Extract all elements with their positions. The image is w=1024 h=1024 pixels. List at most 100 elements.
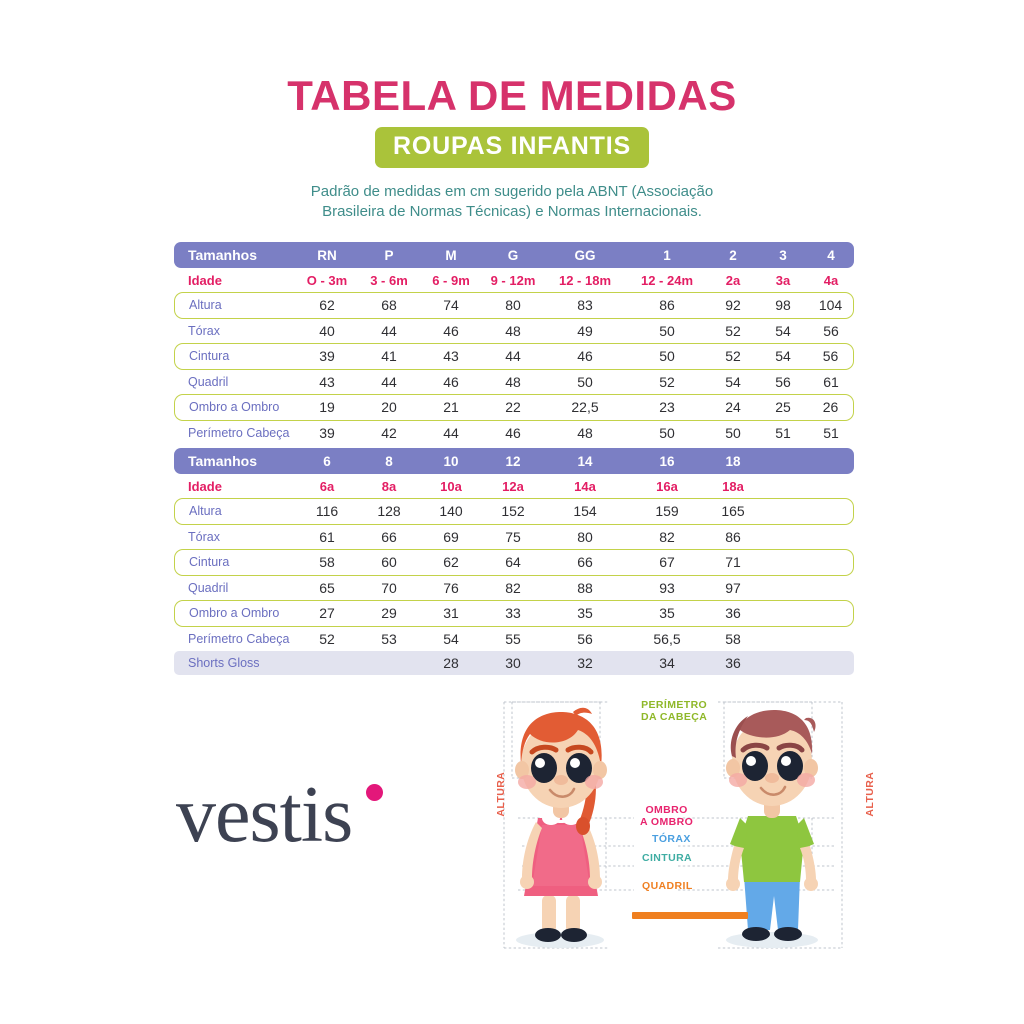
cell: 22,5 [544, 394, 626, 421]
size-table-kids: Tamanhos 6 8 10 12 14 16 18 Idade 6a 8a … [174, 448, 854, 675]
table-row: Perímetro Cabeça 52 53 54 55 56 56,5 58 [174, 627, 854, 652]
cell: 43 [420, 343, 482, 370]
table-kids-age-8 [808, 474, 854, 498]
cell: 22 [482, 394, 544, 421]
cell: 48 [505, 373, 521, 390]
cell: 54 [775, 322, 791, 339]
cell [758, 651, 808, 675]
row-label: Cintura [174, 343, 296, 370]
table-baby-size-4: GG [544, 242, 626, 268]
row-label: Tórax [188, 323, 220, 338]
table-baby-size-0: RN [296, 242, 358, 268]
cell: 51 [775, 424, 791, 441]
cell: 31 [420, 600, 482, 627]
table-baby-age-6: 2a [725, 272, 741, 288]
table-row: Cintura 58 60 62 64 66 67 71 [174, 549, 854, 576]
cell: 86 [626, 292, 708, 319]
table-baby-age-3: 9 - 12m [490, 272, 536, 288]
row-label: Tórax [188, 529, 220, 544]
cell: 44 [443, 424, 459, 441]
cell: 50 [577, 373, 593, 390]
cell: 80 [577, 528, 593, 545]
cell: 76 [443, 579, 459, 596]
table-row: Quadril 43 44 46 48 50 52 54 56 61 [174, 370, 854, 395]
cell: 62 [296, 292, 358, 319]
cell: 52 [659, 373, 675, 390]
table-kids-size-1: 8 [358, 448, 420, 474]
brand-logo-dot-icon [366, 784, 383, 801]
cell [808, 576, 854, 601]
cell: 52 [708, 343, 758, 370]
table-row: Ombro a Ombro 19 20 21 22 22,5 23 24 25 … [174, 394, 854, 421]
cell: 35 [544, 600, 626, 627]
table-kids-size-8 [808, 448, 854, 474]
cell: 56 [823, 322, 839, 339]
quadril-connector-bar [632, 912, 748, 919]
page-title: TABELA DE MEDIDAS [287, 72, 737, 119]
table-row: Tórax 40 44 46 48 49 50 52 54 56 [174, 319, 854, 344]
cell [808, 627, 854, 652]
cell: 82 [659, 528, 675, 545]
cell: 69 [443, 528, 459, 545]
cell: 35 [626, 600, 708, 627]
cell [808, 651, 854, 675]
cell: 25 [758, 394, 808, 421]
cell: 62 [420, 549, 482, 576]
cell: 27 [296, 600, 358, 627]
girl-figure [503, 701, 634, 949]
cell: 83 [544, 292, 626, 319]
cell: 159 [626, 498, 708, 525]
table-baby-age-0: O - 3m [306, 272, 348, 288]
cell: 128 [358, 498, 420, 525]
cell: 36 [708, 651, 758, 675]
cell: 56 [577, 630, 593, 647]
cell [758, 576, 808, 601]
cell: 34 [626, 651, 708, 675]
brand-logo-text: vestis [176, 771, 353, 859]
cell: 44 [381, 373, 397, 390]
cell: 44 [482, 343, 544, 370]
table-kids-header-row: Tamanhos 6 8 10 12 14 16 18 [174, 448, 854, 474]
row-label: Perímetro Cabeça [188, 631, 290, 646]
cell: 98 [758, 292, 808, 319]
table-row: Cintura 39 41 43 44 46 50 52 54 56 [174, 343, 854, 370]
cell: 71 [708, 549, 758, 576]
intro-line-2: Brasileira de Normas Técnicas) e Normas … [322, 202, 702, 220]
cell: 50 [659, 322, 675, 339]
label-perimetro-cabeca: PERÍMETRO DA CABEÇA [641, 699, 707, 724]
table-baby-age-4: 12 - 18m [558, 272, 612, 288]
cell: 56 [808, 343, 854, 370]
cell: 97 [725, 579, 741, 596]
table-row: Altura 116 128 140 152 154 159 165 [174, 498, 854, 525]
cell: 56,5 [653, 630, 681, 647]
label-altura-right: ALTURA [864, 771, 877, 817]
measurement-illustration: .dash { stroke:#bfc4cc; stroke-width:1; … [482, 690, 877, 962]
table-baby-header-row: Tamanhos RN P M G GG 1 2 3 4 [174, 242, 854, 268]
table-baby-size-6: 2 [708, 242, 758, 268]
table-baby-size-2: M [420, 242, 482, 268]
table-kids-size-6: 18 [708, 448, 758, 474]
table-kids-age-2: 10a [440, 478, 462, 494]
label-ombro-line-2: A OMBRO [640, 816, 694, 829]
table-kids-size-3: 12 [482, 448, 544, 474]
cell [758, 525, 808, 550]
table-row: Tórax 61 66 69 75 80 82 86 [174, 525, 854, 550]
row-label: Altura [174, 498, 296, 525]
table-baby-age-7: 3a [775, 272, 791, 288]
cell: 48 [577, 424, 593, 441]
cell: 46 [443, 322, 459, 339]
table-kids-age-6: 18a [722, 478, 744, 494]
table-baby-age-label: Idade [188, 272, 222, 288]
table-kids-age-label: Idade [188, 478, 222, 494]
kids-figures-svg: .dash { stroke:#bfc4cc; stroke-width:1; … [503, 701, 843, 949]
cell: 40 [319, 322, 335, 339]
cell: 75 [505, 528, 521, 545]
table-baby-age-2: 6 - 9m [432, 272, 470, 288]
cell: 80 [482, 292, 544, 319]
table-kids-size-7 [758, 448, 808, 474]
label-perimetro-line-2: DA CABEÇA [641, 711, 708, 724]
cell: 66 [381, 528, 397, 545]
cell: 154 [544, 498, 626, 525]
cell: 116 [296, 498, 358, 525]
cell: 20 [358, 394, 420, 421]
